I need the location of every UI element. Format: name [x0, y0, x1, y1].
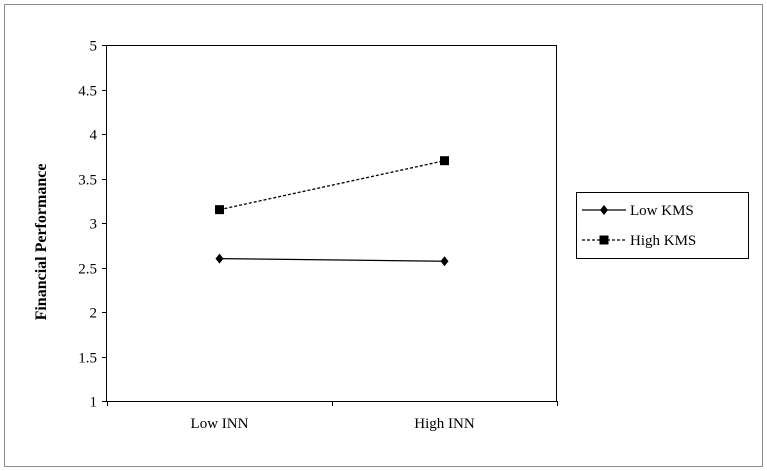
legend-box [576, 192, 749, 259]
y-tick-label: 2 [90, 306, 98, 322]
data-point-low-kms [215, 253, 224, 264]
legend-marker-low-kms [600, 205, 608, 215]
series-line-high-kms [219, 160, 445, 211]
series-line-low-kms [219, 257, 445, 262]
plot-area [106, 45, 557, 402]
y-tick-label: 4 [90, 128, 98, 144]
x-tick-label: Low INN [191, 416, 249, 432]
y-tick-label: 3.5 [78, 173, 97, 189]
y-axis-label: Financial Performance [33, 164, 50, 321]
legend-marker-high-kms [599, 235, 609, 245]
series-layer [215, 156, 449, 267]
legend-label-low-kms: Low KMS [630, 203, 694, 219]
y-tick-label: 2.5 [78, 262, 97, 278]
y-tick-label: 5 [90, 39, 98, 55]
y-axis: 1 1.5 2 2.5 3 3.5 4 4.5 5 [78, 39, 107, 411]
y-tick-label: 1.5 [78, 351, 97, 367]
legend-label-high-kms: High KMS [630, 233, 696, 249]
x-tick-label: High INN [414, 416, 475, 432]
y-tick-label: 3 [90, 217, 98, 233]
legend: Low KMS High KMS [576, 192, 749, 259]
x-axis: Low INN High INN [107, 401, 558, 432]
data-point-low-kms [440, 256, 449, 267]
legend-items: Low KMS High KMS [582, 203, 696, 249]
data-point-high-kms [215, 205, 224, 215]
data-point-high-kms [440, 156, 449, 166]
y-tick-label: 1 [90, 395, 98, 411]
y-tick-label: 4.5 [78, 84, 97, 100]
